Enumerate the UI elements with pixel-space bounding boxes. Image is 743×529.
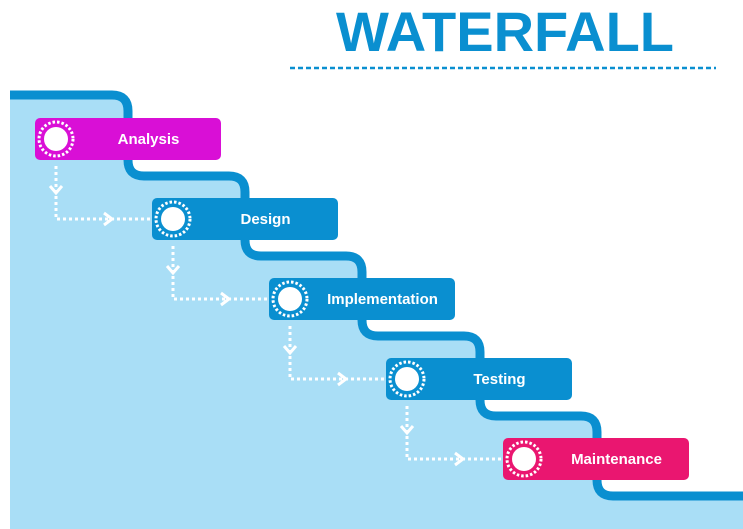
arrow-down <box>282 345 298 356</box>
arrow-right <box>220 291 232 307</box>
arrow-down <box>165 265 181 276</box>
steps: Analysis Design Implementation Testing Maint… <box>35 118 689 480</box>
arrow-right <box>337 371 349 387</box>
step-label: Analysis <box>118 131 180 148</box>
step-label: Testing <box>473 371 525 388</box>
step-icon <box>512 447 536 471</box>
step-icon <box>395 367 419 391</box>
arrow-down <box>48 185 64 196</box>
arrow-right <box>103 211 115 227</box>
arrow-down <box>399 425 415 436</box>
step-box <box>152 198 338 240</box>
step-icon <box>44 127 68 151</box>
step-icon-ring <box>388 360 426 398</box>
arrow-right <box>454 451 466 467</box>
step-icon-ring <box>505 440 543 478</box>
step-icon-ring <box>154 200 192 238</box>
step-box <box>386 358 572 400</box>
step-icon <box>161 207 185 231</box>
step-box <box>35 118 221 160</box>
step-icon <box>278 287 302 311</box>
step-label: Implementation <box>327 291 438 308</box>
step-icon-ring <box>271 280 309 318</box>
step-icon-ring <box>37 120 75 158</box>
step-box <box>269 278 455 320</box>
step-label: Design <box>240 211 290 228</box>
title: WATERFALL <box>336 0 674 63</box>
step-label: Maintenance <box>571 451 662 468</box>
step-box <box>503 438 689 480</box>
